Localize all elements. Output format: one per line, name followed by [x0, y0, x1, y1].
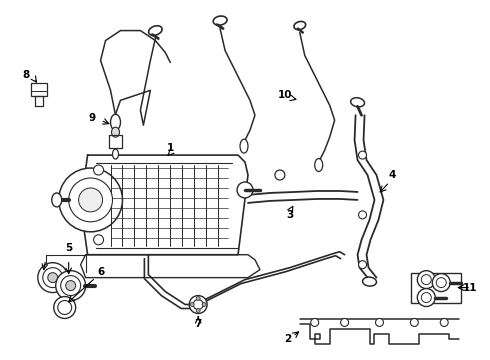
Polygon shape [81, 155, 248, 255]
Circle shape [61, 276, 81, 296]
Text: 8: 8 [22, 71, 29, 80]
Bar [412, 273, 461, 302]
Ellipse shape [240, 139, 248, 153]
Circle shape [48, 273, 58, 283]
Text: 1: 1 [167, 143, 174, 153]
Circle shape [38, 263, 68, 293]
Circle shape [417, 271, 435, 289]
Ellipse shape [148, 26, 162, 35]
Text: 2: 2 [284, 334, 292, 345]
Text: 5: 5 [65, 243, 73, 253]
Ellipse shape [113, 149, 119, 159]
Text: 4: 4 [389, 170, 396, 180]
Circle shape [196, 309, 200, 312]
Circle shape [56, 271, 86, 301]
Bar [31, 84, 47, 96]
Circle shape [440, 319, 448, 327]
Text: 6: 6 [97, 267, 104, 276]
Ellipse shape [315, 159, 323, 171]
Circle shape [359, 151, 367, 159]
Ellipse shape [351, 98, 365, 107]
Text: 10: 10 [278, 90, 293, 100]
Ellipse shape [111, 114, 121, 130]
Circle shape [359, 261, 367, 269]
Circle shape [196, 297, 200, 301]
Circle shape [54, 297, 75, 319]
Circle shape [69, 178, 113, 222]
Ellipse shape [52, 193, 62, 207]
Circle shape [190, 302, 194, 306]
Circle shape [421, 275, 431, 285]
Ellipse shape [112, 127, 120, 137]
Circle shape [237, 182, 253, 198]
Circle shape [410, 319, 418, 327]
Circle shape [202, 302, 206, 306]
Circle shape [58, 301, 72, 315]
Circle shape [78, 188, 102, 212]
Circle shape [436, 278, 446, 288]
Circle shape [193, 300, 203, 310]
Circle shape [359, 211, 367, 219]
Circle shape [43, 268, 63, 288]
Ellipse shape [213, 16, 227, 25]
Ellipse shape [294, 22, 306, 30]
Circle shape [421, 293, 431, 302]
Text: 3: 3 [286, 210, 294, 220]
Text: 7: 7 [195, 319, 202, 329]
Circle shape [341, 319, 348, 327]
Circle shape [275, 170, 285, 180]
Circle shape [432, 274, 450, 292]
Circle shape [94, 165, 103, 175]
Circle shape [311, 319, 319, 327]
Circle shape [66, 280, 75, 291]
Circle shape [189, 296, 207, 314]
Ellipse shape [363, 277, 376, 286]
Circle shape [59, 168, 122, 232]
Text: 9: 9 [89, 113, 96, 123]
Circle shape [417, 289, 435, 306]
Circle shape [94, 235, 103, 245]
Text: 11: 11 [463, 283, 477, 293]
Circle shape [375, 319, 384, 327]
